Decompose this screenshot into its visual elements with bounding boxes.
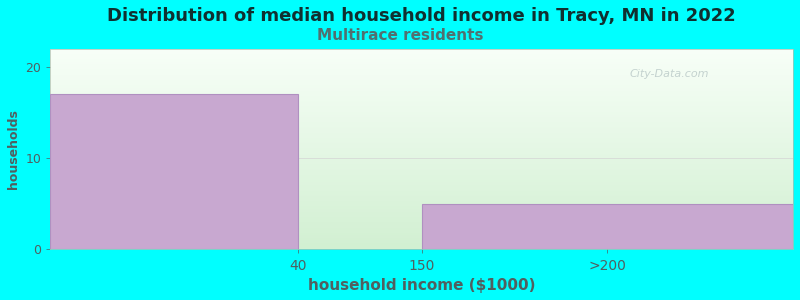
- Title: Distribution of median household income in Tracy, MN in 2022: Distribution of median household income …: [107, 7, 736, 25]
- X-axis label: household income ($1000): household income ($1000): [308, 278, 535, 293]
- Text: City-Data.com: City-Data.com: [630, 69, 709, 79]
- Y-axis label: households: households: [7, 109, 20, 189]
- Bar: [50, 94, 298, 250]
- Text: Multirace residents: Multirace residents: [317, 28, 483, 43]
- Bar: [422, 204, 793, 250]
